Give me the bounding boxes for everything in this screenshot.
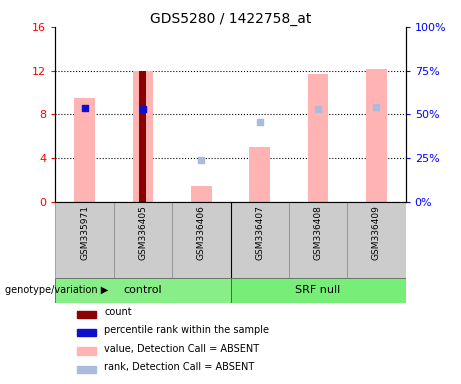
- Bar: [114, 202, 172, 278]
- Bar: [77, 348, 96, 355]
- Bar: [55, 202, 114, 278]
- Point: [256, 119, 263, 125]
- Point: [314, 106, 322, 112]
- Text: GSM336405: GSM336405: [138, 205, 148, 260]
- Bar: [289, 202, 347, 278]
- Text: GSM336408: GSM336408: [313, 205, 323, 260]
- Text: GSM335971: GSM335971: [80, 205, 89, 260]
- Text: GSM336409: GSM336409: [372, 205, 381, 260]
- Text: GSM336406: GSM336406: [197, 205, 206, 260]
- Bar: [77, 329, 96, 336]
- Bar: [366, 70, 387, 202]
- Text: count: count: [104, 307, 132, 317]
- Bar: [230, 278, 406, 303]
- Text: GSM336407: GSM336407: [255, 205, 264, 260]
- Bar: [347, 202, 406, 278]
- Bar: [133, 71, 153, 202]
- Bar: [172, 202, 230, 278]
- Bar: [191, 186, 212, 202]
- Bar: [249, 147, 270, 202]
- Title: GDS5280 / 1422758_at: GDS5280 / 1422758_at: [150, 12, 311, 26]
- Text: rank, Detection Call = ABSENT: rank, Detection Call = ABSENT: [104, 362, 254, 372]
- Bar: [77, 311, 96, 318]
- Bar: [74, 98, 95, 202]
- Bar: [230, 202, 289, 278]
- Text: genotype/variation ▶: genotype/variation ▶: [5, 285, 108, 295]
- Bar: [308, 74, 328, 202]
- Point: [373, 104, 380, 110]
- Bar: [139, 71, 147, 202]
- Bar: [77, 366, 96, 373]
- Point: [81, 104, 88, 111]
- Text: percentile rank within the sample: percentile rank within the sample: [104, 325, 269, 335]
- Bar: [55, 278, 230, 303]
- Text: control: control: [124, 285, 162, 295]
- Text: SRF null: SRF null: [296, 285, 341, 295]
- Text: value, Detection Call = ABSENT: value, Detection Call = ABSENT: [104, 344, 260, 354]
- Point: [139, 106, 147, 112]
- Point: [198, 157, 205, 163]
